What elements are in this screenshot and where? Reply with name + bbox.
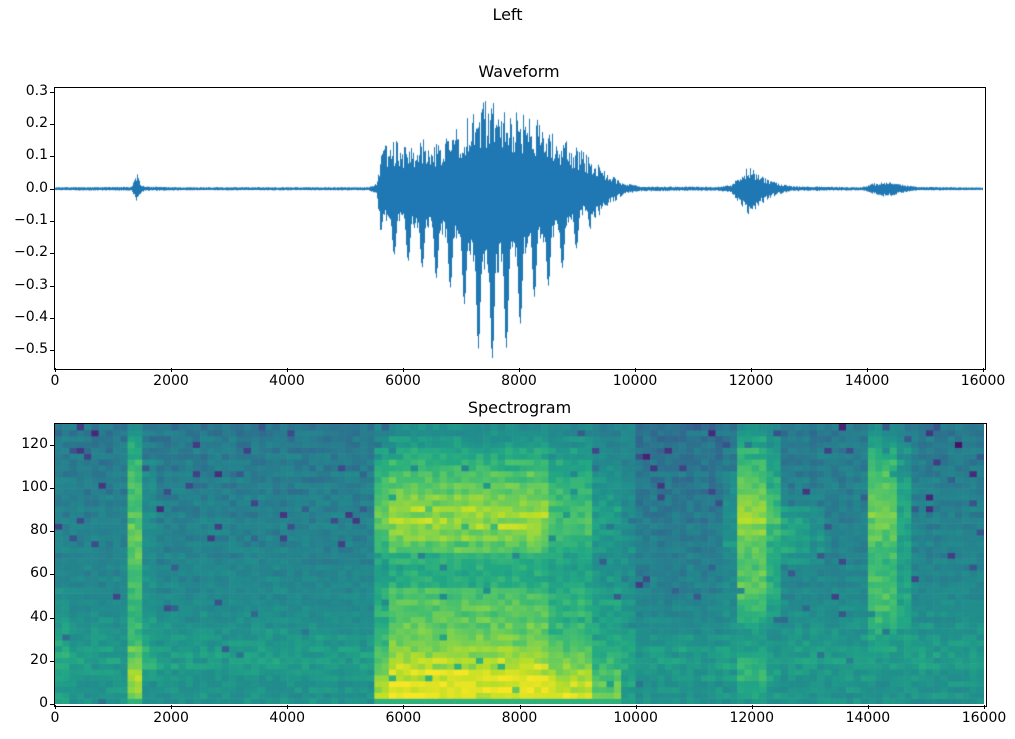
waveform-y-tick xyxy=(50,253,54,255)
spectrogram-x-tick-label: 6000 xyxy=(385,710,422,726)
figure-suptitle: Left xyxy=(492,5,523,24)
waveform-y-tick xyxy=(50,221,54,223)
waveform-plot-area xyxy=(54,87,986,370)
spectrogram-x-tick-label: 0 xyxy=(50,710,60,726)
waveform-x-tick-label: 10000 xyxy=(612,373,658,389)
waveform-x-tick xyxy=(751,368,752,372)
spectrogram-x-tick xyxy=(984,705,985,709)
waveform-x-tick xyxy=(867,368,868,372)
spectrogram-y-tick-label: 100 xyxy=(21,478,48,495)
spectrogram-x-tick-label: 14000 xyxy=(845,710,891,726)
waveform-y-tick-label: −0.5 xyxy=(14,341,48,358)
spectrogram-x-tick-label: 10000 xyxy=(613,710,658,726)
waveform-y-tick xyxy=(50,91,54,93)
waveform-y-tick xyxy=(50,350,54,352)
waveform-canvas xyxy=(55,88,983,367)
waveform-x-tick-label: 16000 xyxy=(960,373,1006,389)
spectrogram-x-tick xyxy=(403,705,405,709)
waveform-y-tick xyxy=(50,124,54,126)
spectrogram-x-tick-label: 8000 xyxy=(501,710,538,726)
spectrogram-x-tick xyxy=(287,705,289,709)
waveform-y-tick xyxy=(50,285,54,287)
waveform-x-tick xyxy=(403,368,404,372)
spectrogram-y-tick xyxy=(50,617,54,619)
waveform-x-tick-label: 0 xyxy=(50,373,60,389)
waveform-y-tick-label: −0.4 xyxy=(14,308,48,325)
spectrogram-y-tick xyxy=(50,487,54,489)
waveform-x-tick-label: 8000 xyxy=(501,373,537,389)
spectrogram-y-tick-label: 20 xyxy=(30,651,48,668)
waveform-y-tick-label: −0.2 xyxy=(14,244,48,261)
spectrogram-canvas xyxy=(55,424,984,704)
spectrogram-y-tick-label: 60 xyxy=(30,565,48,582)
spectrogram-y-tick-label: 0 xyxy=(39,695,48,711)
waveform-x-tick xyxy=(55,368,56,372)
waveform-x-tick-label: 12000 xyxy=(728,373,774,389)
waveform-y-tick-label: 0.0 xyxy=(25,179,48,196)
waveform-y-tick-label: 0.1 xyxy=(25,147,48,164)
spectrogram-x-tick xyxy=(55,705,56,709)
waveform-y-tick xyxy=(50,156,54,158)
spectrogram-y-tick xyxy=(50,531,54,533)
spectrogram-x-tick xyxy=(519,705,521,709)
waveform-x-tick xyxy=(635,368,636,372)
spectrogram-y-tick-label: 120 xyxy=(21,435,48,452)
spectrogram-x-tick xyxy=(751,705,753,709)
waveform-y-tick xyxy=(50,317,54,319)
waveform-x-tick-label: 14000 xyxy=(844,373,890,389)
spectrogram-y-tick-label: 40 xyxy=(30,608,48,625)
waveform-y-tick-label: −0.1 xyxy=(14,212,48,229)
waveform-x-tick xyxy=(171,368,172,372)
spectrogram-y-tick-label: 80 xyxy=(30,522,48,539)
spectrogram-title: Spectrogram xyxy=(467,398,572,417)
waveform-x-tick xyxy=(983,368,984,372)
spectrogram-x-tick-label: 12000 xyxy=(729,710,775,726)
waveform-y-tick-label: 0.2 xyxy=(25,115,48,132)
waveform-y-tick xyxy=(50,188,54,190)
spectrogram-x-tick-label: 2000 xyxy=(153,710,189,726)
waveform-x-tick-label: 4000 xyxy=(269,373,305,389)
spectrogram-plot-area xyxy=(54,423,987,707)
spectrogram-x-tick xyxy=(171,705,173,709)
spectrogram-x-tick-label: 16000 xyxy=(961,710,1007,726)
waveform-y-tick-label: −0.3 xyxy=(14,276,48,293)
waveform-x-tick-label: 2000 xyxy=(153,373,189,389)
spectrogram-x-tick-label: 4000 xyxy=(269,710,306,726)
waveform-x-tick xyxy=(519,368,520,372)
waveform-y-tick-label: 0.3 xyxy=(25,82,48,99)
spectrogram-y-tick xyxy=(50,704,54,705)
spectrogram-x-tick xyxy=(867,705,869,709)
waveform-title: Waveform xyxy=(478,62,560,81)
waveform-x-tick xyxy=(287,368,288,372)
waveform-x-tick-label: 6000 xyxy=(385,373,421,389)
spectrogram-y-tick xyxy=(50,444,54,446)
spectrogram-y-tick xyxy=(50,660,54,662)
spectrogram-y-tick xyxy=(50,574,54,576)
spectrogram-x-tick xyxy=(635,705,637,709)
